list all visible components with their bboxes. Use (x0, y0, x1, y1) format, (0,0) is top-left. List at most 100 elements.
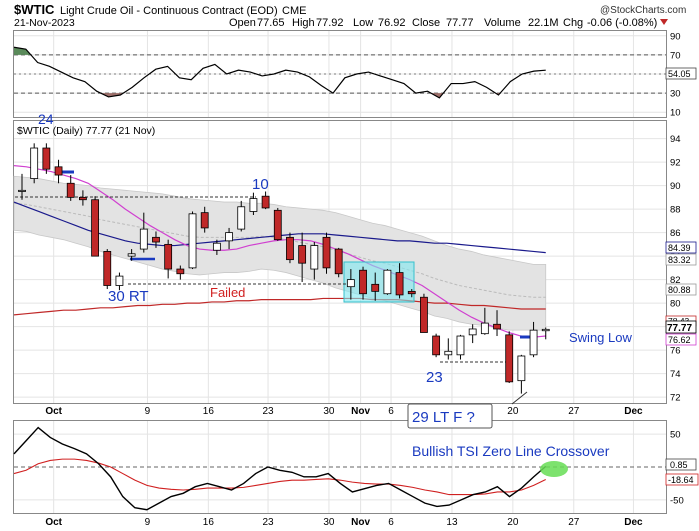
x-axis-tsi: Oct 9 16 23 30 Nov 6 13 20 27 Dec (45, 517, 643, 528)
low-label: Low (353, 17, 373, 29)
candle-body (103, 251, 112, 286)
price-tick-label: 92 (670, 158, 681, 169)
low-value: 76.92 (378, 17, 406, 29)
crossover-highlight-oval (540, 461, 568, 477)
rsi-overbought-fill (14, 47, 31, 55)
rsi-tick-label: 30 (670, 89, 681, 100)
rsi-last-value: 54.05 (668, 69, 691, 79)
candle-body (91, 199, 99, 257)
candle-body (395, 272, 404, 296)
candle-body (480, 322, 489, 335)
x-tick-label: 16 (203, 406, 215, 417)
candle-body (261, 195, 270, 209)
candle-body (200, 212, 209, 229)
candle (517, 354, 526, 394)
candle-body (541, 328, 550, 332)
candle (54, 159, 63, 184)
annotation-29-lt-f: 29 LT F ? (412, 409, 475, 426)
candle (310, 242, 319, 280)
candle (480, 307, 489, 335)
price-tick-label: 86 (670, 228, 681, 239)
candle (152, 231, 160, 248)
price-badges: 84.39 83.32 80.88 78.43 77.77 76.62 (665, 241, 697, 346)
candle (420, 293, 428, 333)
x-tick-label: Oct (45, 406, 62, 417)
candle (18, 173, 26, 200)
candle (115, 272, 124, 291)
candle-body (371, 283, 380, 292)
candle (322, 232, 331, 274)
candle (298, 232, 307, 282)
rsi-tick-label: 10 (670, 108, 681, 119)
price-badge-last: 77.77 (665, 320, 697, 334)
candle-body (420, 296, 428, 333)
candle (456, 334, 465, 360)
candle-body (383, 269, 392, 295)
candle-body (176, 268, 185, 275)
candle (188, 211, 197, 270)
candle (176, 265, 185, 280)
tsi-tick-label: 50 (670, 430, 681, 441)
symbol: $WTIC (14, 2, 55, 17)
price-panel-label: $WTIC (Daily) 77.77 (21 Nov) (17, 125, 155, 137)
tsi-indicator (13, 426, 547, 511)
ma-fast-line (13, 165, 546, 338)
price-label-77-77: 77.77 (667, 323, 692, 334)
candle (164, 239, 173, 279)
candle (237, 200, 246, 232)
tsi-tick-label: -50 (670, 495, 684, 506)
price-tick-label: 74 (670, 369, 681, 380)
annotation-10: 10 (252, 176, 269, 193)
candle-body (164, 243, 173, 270)
change-down-icon (660, 19, 668, 25)
price-badge-gray-upper: 83.32 (665, 253, 697, 266)
candle (273, 207, 282, 241)
price-tick-label: 72 (670, 393, 681, 404)
annotation-24: 24 (38, 111, 54, 127)
candle (286, 232, 294, 264)
x-tick-label: Dec (624, 517, 643, 528)
candle (30, 143, 39, 184)
band-midline (13, 202, 546, 298)
price-tick-label: 94 (670, 134, 681, 145)
candle (42, 143, 51, 174)
tsi-signal-last-value: -18.64 (668, 475, 694, 485)
price-label-83-32: 83.32 (668, 255, 691, 265)
x-tick-label: 20 (507, 406, 519, 417)
tsi-last-value: 0.85 (670, 460, 688, 470)
price-label-84-39: 84.39 (668, 243, 691, 253)
exchange: CME (282, 5, 306, 17)
header-date: 21-Nov-2023 (14, 17, 75, 29)
candle-body (42, 147, 51, 170)
candle-body (493, 323, 501, 330)
candle (541, 327, 550, 340)
price-label-80-88: 80.88 (668, 285, 691, 295)
candle (432, 333, 441, 358)
price-badge-gray-mid: 80.88 (665, 283, 697, 296)
volume-value: 22.1M (528, 17, 559, 29)
candle-body (79, 196, 87, 201)
candle-body (529, 329, 538, 356)
candle-body (139, 228, 148, 250)
annotation-lines (15, 170, 530, 405)
candle-body (286, 236, 294, 261)
x-tick-label: 6 (388, 517, 394, 528)
annotations: 24 30 RT Failed 10 23 29 LT F ? Swing Lo… (38, 111, 632, 477)
candle-body (237, 206, 246, 230)
annotation-swing-low: Swing Low (569, 330, 632, 345)
candle (395, 263, 404, 299)
candle (346, 269, 355, 300)
candle-body (432, 335, 441, 356)
candle-body (30, 147, 39, 179)
candle (334, 247, 343, 278)
candle-body (322, 236, 331, 269)
candle-body (505, 334, 514, 383)
candle (103, 249, 112, 290)
x-tick-label: 27 (568, 517, 580, 528)
price-y-axis: 727476788082848688909294 (670, 134, 681, 404)
candle (529, 321, 538, 358)
candle-body (225, 232, 233, 242)
x-tick-label: 27 (568, 406, 580, 417)
x-tick-label: 20 (507, 517, 519, 528)
